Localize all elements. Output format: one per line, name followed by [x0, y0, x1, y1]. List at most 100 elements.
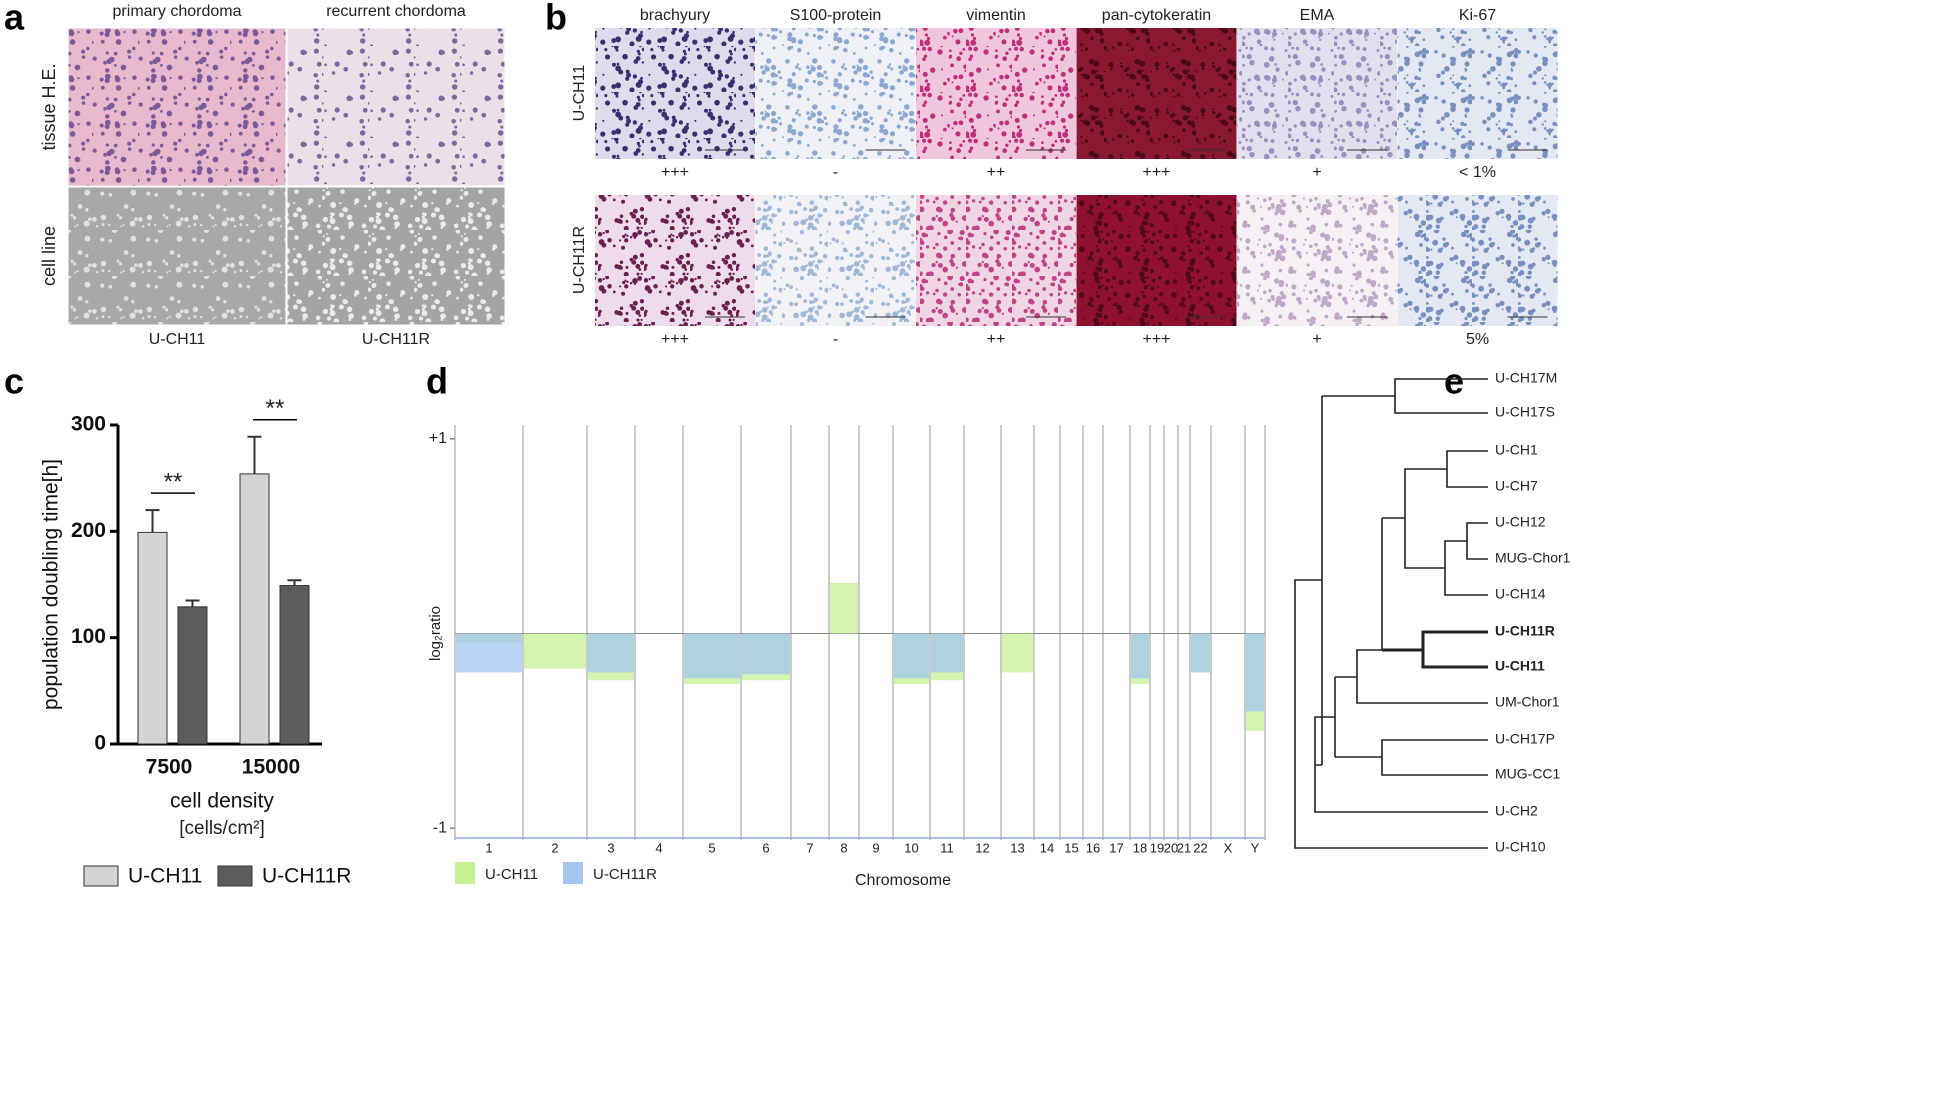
leaf-label: U-CH17P — [1495, 731, 1555, 747]
row-label: U-CH11 — [571, 65, 588, 122]
leaf-label: MUG-CC1 — [1495, 766, 1561, 782]
y-tick-label: -1 — [433, 819, 447, 836]
stain-image — [755, 195, 916, 326]
x-axis-title: Chromosome — [855, 872, 951, 889]
stain-image — [1397, 28, 1558, 159]
score: - — [833, 164, 838, 181]
column-label: brachyury — [640, 7, 710, 24]
x-tick-label: 9 — [872, 840, 879, 855]
y-axis-title: population doubling time[h] — [40, 459, 63, 710]
stain-image — [595, 195, 755, 326]
panel-letter: d — [426, 361, 448, 402]
leaf-label: MUG-Chor1 — [1495, 550, 1571, 566]
x-tick-label: 21 — [1177, 840, 1191, 855]
y-tick-label: 100 — [71, 625, 106, 648]
x-tick-label: 20 — [1164, 840, 1178, 855]
score: +++ — [1142, 164, 1170, 181]
x-tick-label: 7 — [806, 840, 813, 855]
cnv-segment — [894, 633, 929, 679]
x-tick-label: X — [1224, 840, 1233, 855]
score: - — [833, 331, 838, 348]
stain-image — [916, 195, 1076, 326]
x-tick-label: 4 — [655, 840, 662, 855]
stain-image — [595, 28, 755, 159]
legend-swatch — [455, 862, 475, 884]
x-tick-label: 15 — [1064, 840, 1078, 855]
cnv-segment — [742, 633, 790, 675]
stain-image — [1076, 28, 1237, 159]
significance-label: ** — [266, 395, 285, 422]
x-tick-label: 8 — [840, 840, 847, 855]
branch-highlight — [1382, 630, 1488, 669]
micrograph — [286, 27, 506, 187]
x-tick-label: 22 — [1193, 840, 1207, 855]
cnv-segment — [456, 633, 522, 673]
caption: U-CH11R — [362, 331, 430, 348]
x-tick-label: 3 — [607, 840, 614, 855]
row-label: tissue H.E. — [39, 63, 59, 150]
stain-image — [755, 28, 916, 159]
x-tick-label: 7500 — [146, 756, 193, 779]
score: +++ — [661, 331, 689, 348]
significance-label: ** — [164, 468, 183, 495]
x-tick-label: 2 — [551, 840, 558, 855]
legend-label: U-CH11 — [128, 865, 202, 888]
legend-label: U-CH11R — [262, 865, 351, 888]
error-bar — [287, 579, 302, 586]
y-tick-label: +1 — [429, 430, 447, 447]
column-label: recurrent chordoma — [326, 3, 466, 20]
leaf-label: U-CH10 — [1495, 839, 1546, 855]
micrograph — [286, 186, 506, 326]
bar — [279, 585, 310, 745]
row-label: U-CH11R — [571, 226, 588, 294]
leaf-label: U-CH11R — [1495, 623, 1555, 639]
leaf-label: UM-Chor1 — [1495, 694, 1560, 710]
x-tick-label: 1 — [485, 840, 492, 855]
stain-image — [1076, 195, 1237, 326]
leaf-label: U-CH2 — [1495, 803, 1538, 819]
panel-letter: e — [1444, 361, 1464, 402]
x-tick-label: 13 — [1010, 840, 1024, 855]
bar — [177, 606, 208, 745]
column-label: Ki-67 — [1459, 7, 1496, 24]
score: ++ — [987, 331, 1006, 348]
legend-swatch — [563, 862, 583, 884]
y-axis-title: log₂ratio — [427, 606, 444, 661]
leaf-label: U-CH12 — [1495, 514, 1546, 530]
bar — [239, 473, 270, 745]
x-tick-label: 6 — [762, 840, 769, 855]
error-bar — [247, 435, 262, 474]
cnv-segment — [1131, 633, 1149, 679]
score: < 1% — [1459, 164, 1496, 181]
x-axis-unit: [cells/cm²] — [179, 818, 265, 839]
micrograph — [67, 186, 287, 326]
stain-image — [1237, 195, 1397, 326]
y-tick-label: 0 — [94, 732, 106, 755]
cnv-segment — [830, 582, 858, 634]
column-label: pan-cytokeratin — [1102, 7, 1211, 24]
x-tick-label: 14 — [1040, 840, 1054, 855]
score: +++ — [661, 164, 689, 181]
x-tick-label: 12 — [975, 840, 989, 855]
x-tick-label: Y — [1251, 840, 1260, 855]
column-label: S100-protein — [790, 7, 882, 24]
leaf-label: U-CH17S — [1495, 404, 1555, 420]
x-tick-label: 16 — [1086, 840, 1100, 855]
legend-label: U-CH11R — [593, 866, 657, 883]
error-bar — [185, 599, 200, 607]
score: + — [1312, 331, 1321, 348]
legend-label: U-CH11 — [485, 866, 538, 883]
panel-letter: c — [4, 361, 24, 402]
legend-swatch — [83, 865, 119, 887]
x-tick-label: 17 — [1109, 840, 1123, 855]
cnv-segment — [931, 633, 963, 673]
legend-swatch — [217, 865, 253, 887]
score: + — [1312, 164, 1321, 181]
x-axis-title: cell density — [170, 790, 274, 813]
column-label: EMA — [1300, 7, 1335, 24]
x-tick-label: 18 — [1133, 840, 1147, 855]
x-tick-label: 5 — [708, 840, 715, 855]
x-tick-label: 11 — [940, 840, 954, 855]
cnv-segment — [684, 633, 740, 679]
